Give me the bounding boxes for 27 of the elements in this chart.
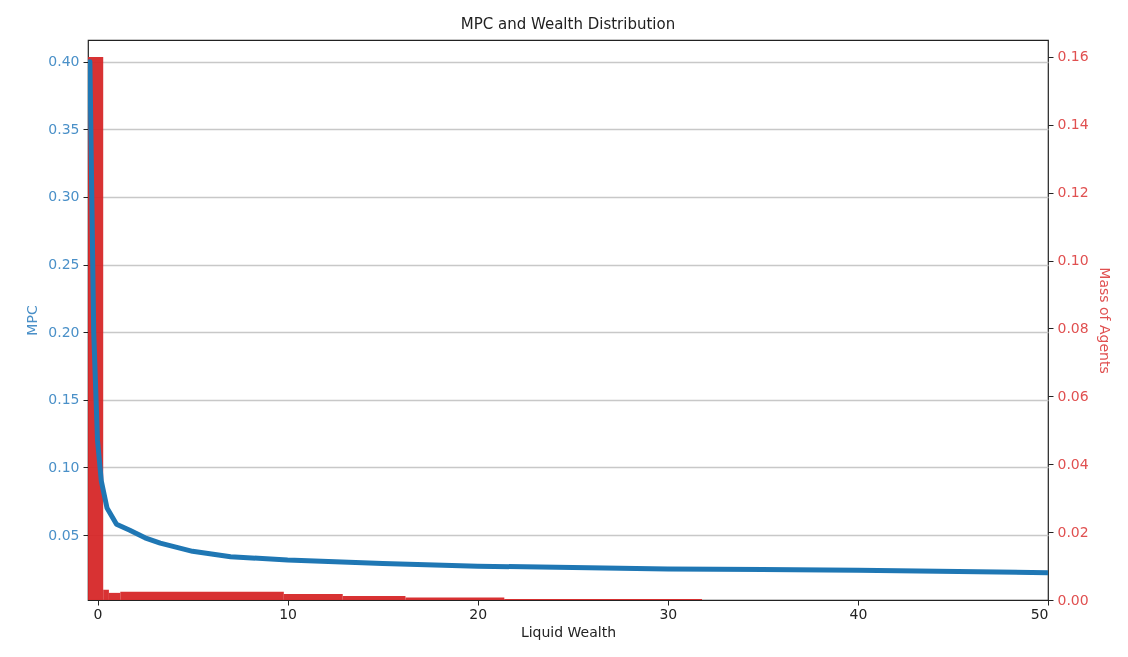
y-tick-label: 0.15 [48, 391, 80, 408]
x-axis-title: Liquid Wealth [520, 623, 617, 640]
x-tick-label: 0 [93, 605, 103, 622]
y-tick-label: 0.25 [48, 256, 80, 273]
y2-tick-label: 0.06 [1057, 387, 1089, 404]
y-tick-label: 0.20 [48, 323, 80, 340]
chart-title: MPC and Wealth Distribution [460, 15, 676, 33]
y-tick-label: 0.10 [48, 458, 80, 475]
x-tick-label: 40 [849, 605, 868, 622]
y-axis-title: MPC [24, 305, 41, 336]
y2-tick-label: 0.02 [1057, 523, 1089, 540]
y2-tick-label: 0.08 [1057, 319, 1089, 336]
y2-tick-label: 0.16 [1057, 48, 1089, 65]
y-tick-label: 0.40 [48, 53, 80, 70]
x-tick-label: 10 [279, 605, 298, 622]
x-tick-label: 30 [659, 605, 678, 622]
y-tick-label: 0.05 [48, 526, 80, 543]
y-tick-label: 0.35 [48, 120, 80, 137]
x-tick-label: 50 [1030, 605, 1049, 622]
y-tick-label: 0.30 [48, 188, 80, 205]
y2-tick-label: 0.04 [1057, 455, 1089, 472]
y2-tick-label: 0.12 [1057, 184, 1089, 201]
x-tick-label: 20 [469, 605, 488, 622]
y2-tick-label: 0.10 [1057, 252, 1089, 269]
y2-tick-label: 0.14 [1057, 116, 1089, 133]
y2-axis-title: Mass of Agents [1096, 267, 1113, 374]
y2-tick-label: 0.00 [1057, 591, 1089, 608]
